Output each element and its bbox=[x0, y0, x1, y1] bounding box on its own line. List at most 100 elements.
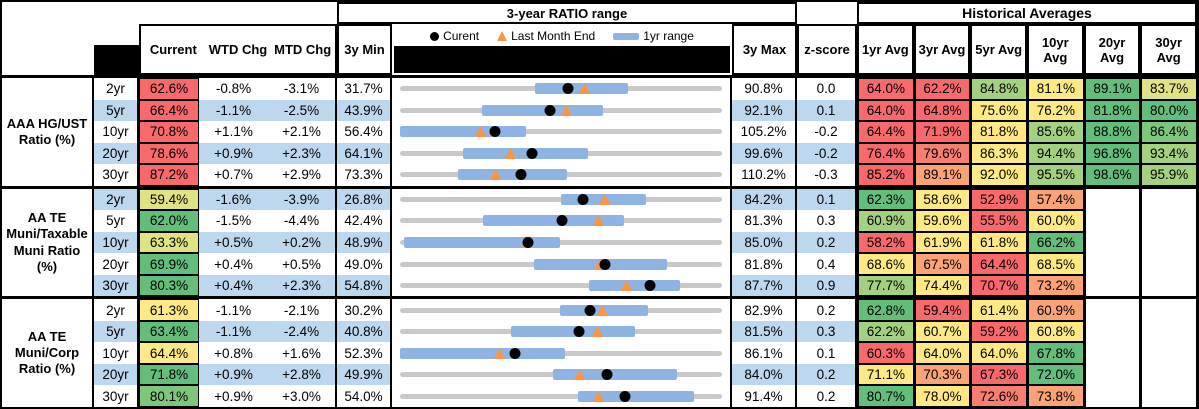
range-chart-plot bbox=[400, 210, 722, 232]
wtd-chg-cell: +0.8% bbox=[199, 342, 268, 364]
column-header-z-score: z-score bbox=[797, 24, 857, 75]
avg-cell: 62.8% bbox=[857, 299, 914, 321]
avg-cell bbox=[1140, 188, 1197, 211]
avg-cell: 61.4% bbox=[970, 299, 1027, 321]
range-chart bbox=[392, 274, 732, 297]
avg-cell: 70.3% bbox=[913, 363, 971, 386]
range-chart-plot bbox=[400, 164, 722, 186]
one-year-range-bar bbox=[552, 369, 677, 381]
z-score-cell: -0.2 bbox=[797, 142, 857, 165]
group-label: AAA HG/UST Ratio (%) bbox=[2, 78, 94, 186]
last-month-end-marker bbox=[596, 304, 609, 316]
mtd-chg-cell: +2.9% bbox=[268, 164, 337, 186]
avg-cell: 60.7% bbox=[913, 320, 971, 343]
three-year-min-cell: 73.3% bbox=[337, 164, 392, 186]
current-marker bbox=[577, 193, 589, 205]
tenor-cell: 10yr bbox=[94, 121, 139, 143]
mtd-chg-cell: +0.2% bbox=[268, 231, 337, 254]
legend-1yr-range-bar-icon bbox=[613, 32, 640, 40]
tenor-cell: 30yr bbox=[94, 274, 139, 297]
range-chart bbox=[392, 320, 732, 343]
change-columns-header-box: Current WTD Chg MTD Chg bbox=[139, 24, 337, 75]
range-chart-plot bbox=[400, 364, 722, 386]
wtd-chg-cell: +0.9% bbox=[199, 142, 268, 165]
column-header-1yr-avg: 1yr Avg bbox=[857, 24, 914, 75]
avg-cell bbox=[1140, 274, 1197, 297]
avg-cell: 85.2% bbox=[857, 164, 914, 186]
chart-header-black-box bbox=[394, 46, 730, 73]
avg-cell: 72.0% bbox=[1027, 363, 1084, 386]
three-year-min-cell: 49.0% bbox=[337, 253, 392, 275]
current-value-cell: 66.4% bbox=[139, 99, 199, 122]
last-month-end-marker bbox=[474, 126, 487, 138]
legend-1yr-range-label: 1yr range bbox=[643, 29, 694, 43]
column-header-3y-max: 3y Max bbox=[732, 24, 797, 75]
avg-cell bbox=[1083, 385, 1141, 407]
current-value-cell: 59.4% bbox=[139, 188, 199, 211]
column-header-mtd-chg: MTD Chg bbox=[270, 26, 335, 73]
three-year-min-cell: 42.4% bbox=[337, 210, 392, 232]
wtd-chg-cell: +0.5% bbox=[199, 231, 268, 254]
current-marker bbox=[573, 326, 585, 338]
current-value-cell: 61.3% bbox=[139, 299, 199, 321]
avg-cell bbox=[1083, 363, 1141, 386]
three-year-min-cell: 48.9% bbox=[337, 231, 392, 254]
one-year-range-bar bbox=[400, 347, 565, 359]
three-year-max-cell: 92.1% bbox=[732, 99, 797, 122]
wtd-chg-cell: -1.1% bbox=[199, 320, 268, 343]
mtd-chg-cell: -2.4% bbox=[268, 320, 337, 343]
last-month-end-marker bbox=[573, 369, 586, 381]
avg-cell: 74.4% bbox=[913, 274, 971, 297]
current-marker bbox=[562, 83, 574, 95]
z-score-cell: 0.1 bbox=[797, 188, 857, 211]
avg-cell bbox=[1140, 363, 1197, 386]
tenor-cell: 2yr bbox=[94, 299, 139, 321]
tenor-cell: 5yr bbox=[94, 99, 139, 122]
last-month-end-marker bbox=[504, 147, 517, 159]
wtd-chg-cell: +1.1% bbox=[199, 121, 268, 143]
avg-cell: 93.4% bbox=[1140, 142, 1197, 165]
legend-item-1yr-range: 1yr range bbox=[613, 29, 694, 43]
range-chart bbox=[392, 142, 732, 165]
three-year-max-cell: 87.7% bbox=[732, 274, 797, 297]
legend-current-dot-icon bbox=[430, 31, 440, 41]
wtd-chg-cell: -1.6% bbox=[199, 188, 268, 211]
current-marker bbox=[556, 215, 568, 227]
three-year-range-track bbox=[400, 283, 722, 289]
avg-cell: 59.2% bbox=[970, 320, 1027, 343]
z-score-cell: 0.3 bbox=[797, 210, 857, 232]
current-marker bbox=[599, 258, 611, 270]
avg-cell bbox=[1140, 342, 1197, 364]
column-header-10yr-avg: 10yr Avg bbox=[1027, 24, 1084, 75]
mtd-chg-cell: +0.5% bbox=[268, 253, 337, 275]
one-year-range-bar bbox=[588, 280, 680, 292]
one-year-range-bar bbox=[404, 237, 560, 248]
avg-cell: 86.4% bbox=[1140, 121, 1197, 143]
current-marker bbox=[509, 347, 521, 359]
avg-cell: 62.2% bbox=[913, 78, 971, 100]
avg-cell: 61.9% bbox=[913, 231, 971, 254]
avg-cell bbox=[1083, 231, 1141, 254]
tenor-cell: 30yr bbox=[94, 164, 139, 186]
three-year-min-cell: 54.8% bbox=[337, 274, 392, 297]
tenor-cell: 5yr bbox=[94, 320, 139, 343]
tenor-cell: 2yr bbox=[94, 188, 139, 211]
avg-cell: 73.8% bbox=[1027, 385, 1084, 407]
three-year-max-cell: 85.0% bbox=[732, 231, 797, 254]
legend-current-label: Curent bbox=[443, 29, 480, 43]
group-label: AA TE Muni/Taxable Muni Ratio (%) bbox=[2, 188, 94, 297]
z-score-cell: -0.2 bbox=[797, 121, 857, 143]
avg-cell: 60.3% bbox=[857, 342, 914, 364]
wtd-chg-cell: +0.4% bbox=[199, 253, 268, 275]
avg-cell bbox=[1140, 320, 1197, 343]
avg-cell: 52.9% bbox=[970, 188, 1027, 211]
one-year-range-bar bbox=[578, 390, 694, 402]
avg-cell bbox=[1140, 385, 1197, 407]
avg-cell: 78.0% bbox=[913, 385, 971, 407]
avg-cell: 60.8% bbox=[1027, 320, 1084, 343]
historical-averages-title: Historical Averages bbox=[857, 2, 1197, 24]
current-marker bbox=[601, 369, 613, 381]
ratio-group: AA TE Muni/Corp Ratio (%) 2yr 61.3% -1.1% -2… bbox=[2, 296, 1197, 408]
group-label: AA TE Muni/Corp Ratio (%) bbox=[2, 299, 94, 407]
column-header-3y-min: 3y Min bbox=[337, 24, 392, 75]
